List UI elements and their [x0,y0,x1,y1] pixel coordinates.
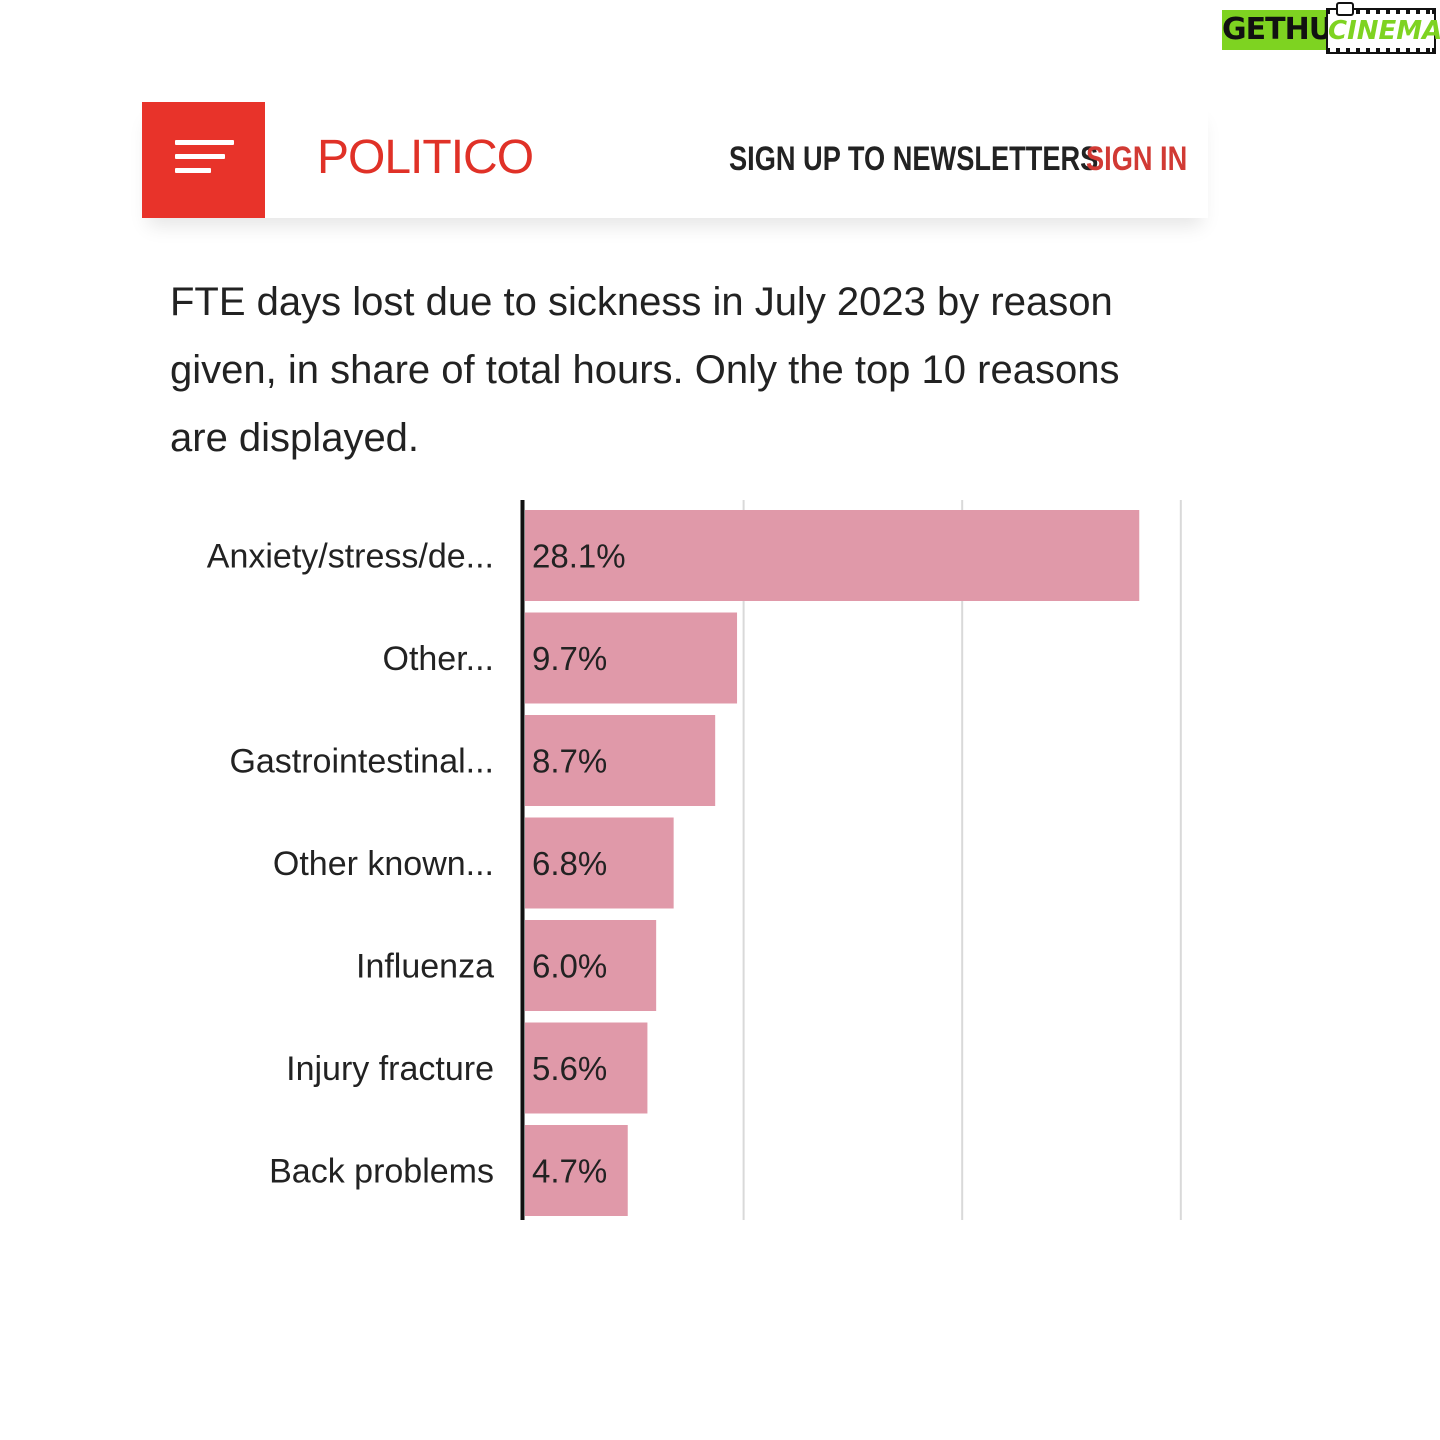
watermark-logo: GETHU CINEMA [1222,2,1440,56]
bar-2 [525,715,716,806]
category-label-3: Other known... [273,845,494,883]
value-label-1: 9.7% [532,640,607,677]
site-header: POLITICO SIGN UP TO NEWSLETTERS SIGN IN [142,102,1208,218]
value-label-4: 6.0% [532,948,607,985]
bar-4 [525,920,657,1011]
watermark-part2: CINEMA [1328,14,1440,48]
watermark-part1: GETHU [1222,10,1333,50]
category-label-0: Anxiety/stress/de... [207,538,494,576]
camera-icon [1336,2,1354,16]
value-label-3: 6.8% [532,845,607,882]
bar-6 [525,1125,628,1216]
politico-logo[interactable]: POLITICO [317,131,534,184]
bar-5 [525,1022,648,1114]
value-label-0: 28.1% [532,538,626,575]
bar-1 [525,612,738,704]
signin-link[interactable]: SIGN IN [1086,140,1188,178]
category-label-1: Other... [383,640,495,678]
chart-title: FTE days lost due to sickness in July 20… [170,280,1120,460]
category-label-4: Influenza [356,948,494,986]
newsletters-link[interactable]: SIGN UP TO NEWSLETTERS [729,140,1099,178]
value-label-2: 8.7% [532,743,607,780]
category-label-2: Gastrointestinal... [229,743,494,781]
value-label-5: 5.6% [532,1050,607,1087]
bar-0 [525,510,1140,601]
category-label-5: Injury fracture [286,1050,494,1088]
menu-button[interactable] [142,102,265,218]
bar-3 [525,817,674,909]
value-label-6: 4.7% [532,1153,607,1190]
category-label-6: Back problems [269,1153,494,1191]
